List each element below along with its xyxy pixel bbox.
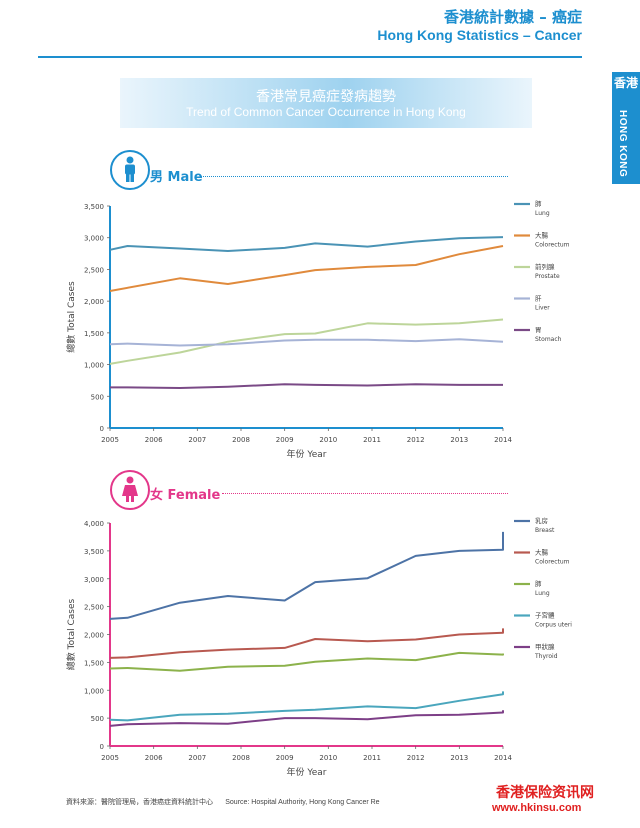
female-x-tick-label: 2009 (276, 754, 294, 762)
header-title-zh: 香港統計數據 – 癌症 (444, 8, 582, 26)
female-x-tick-label: 2010 (319, 754, 337, 762)
male-y-tick-label: 1,000 (84, 362, 104, 370)
female-label-en: Female (167, 488, 221, 503)
source-note: 資料來源：醫院管理局，香港癌症資料統計中心 Source: Hospital A… (66, 797, 380, 807)
female-legend-label-zh: 子宮體 (535, 611, 555, 620)
female-y-tick-label: 1,000 (84, 687, 104, 695)
female-legend-label-zh: 乳房 (535, 516, 548, 525)
female-x-axis-label: 年份 Year (287, 766, 327, 778)
female-x-tick-label: 2014 (494, 754, 512, 762)
male-label-en: Male (167, 170, 203, 185)
female-y-tick-label: 500 (91, 715, 104, 723)
female-y-tick-label: 1,500 (84, 659, 104, 667)
female-legend-label-en: Lung (535, 590, 550, 597)
male-series-colorectum-line (109, 245, 504, 292)
side-tab-zh: 香港 (613, 76, 638, 90)
female-x-tick-label: 2007 (188, 754, 206, 762)
female-legend-label-en: Corpus uteri (535, 622, 572, 629)
male-series-stomach-line (110, 383, 503, 389)
male-y-tick-label: 3,000 (84, 235, 104, 243)
female-y-tick-label: 3,000 (84, 576, 104, 584)
female-x-tick-label: 2013 (450, 754, 468, 762)
female-x-tick-label: 2005 (101, 754, 119, 762)
female-legend-label-zh: 肺 (535, 580, 542, 588)
female-series-thyroid-line (109, 710, 504, 727)
male-x-tick-label: 2013 (450, 436, 468, 444)
male-x-tick-label: 2005 (101, 436, 119, 444)
female-x-tick-label: 2011 (363, 754, 381, 762)
male-series-lung-line (109, 236, 504, 252)
male-y-tick-label: 2,500 (84, 266, 104, 274)
male-x-axis-label: 年份 Year (287, 448, 327, 460)
male-y-axis-label: 總數 Total Cases (65, 281, 77, 353)
male-legend-label-en: Colorectum (535, 242, 570, 249)
female-y-tick-label: 4,000 (84, 520, 104, 528)
male-x-tick-label: 2012 (407, 436, 425, 444)
female-y-tick-label: 3,500 (84, 548, 104, 556)
female-label: 女 Female (150, 484, 220, 503)
male-x-tick-label: 2014 (494, 436, 512, 444)
female-y-tick-label: 2,000 (84, 632, 104, 640)
header-title-en: Hong Kong Statistics – Cancer (377, 27, 582, 43)
male-series-liver-line (109, 338, 504, 347)
female-label-zh: 女 (150, 488, 164, 503)
header-divider (38, 56, 582, 58)
female-icon (110, 470, 150, 510)
banner-title-en: Trend of Common Cancer Occurrence in Hon… (186, 105, 466, 119)
watermark-en: www.hkinsu.com (492, 802, 582, 814)
female-legend-label-en: Colorectum (535, 559, 570, 566)
male-legend-label-zh: 大腸 (535, 231, 549, 240)
male-legend-label-en: Stomach (535, 336, 562, 343)
female-legend-label-zh: 大腸 (535, 548, 549, 557)
male-y-tick-label: 3,500 (84, 203, 104, 211)
male-x-tick-label: 2008 (232, 436, 250, 444)
male-legend-label-zh: 肝 (535, 295, 542, 303)
female-series-breast-line (109, 531, 504, 620)
male-icon (110, 150, 150, 190)
female-x-tick-label: 2006 (145, 754, 163, 762)
male-legend-label-en: Lung (535, 210, 550, 217)
female-series-corpus-uteri-line (109, 691, 504, 722)
male-y-tick-label: 0 (100, 425, 104, 433)
female-y-tick-label: 2,500 (84, 604, 104, 612)
male-x-tick-label: 2007 (188, 436, 206, 444)
male-x-tick-label: 2011 (363, 436, 381, 444)
source-en: Source: Hospital Authority, Hong Kong Ca… (225, 799, 380, 806)
male-x-tick-label: 2009 (276, 436, 294, 444)
banner-title-zh: 香港常見癌症發病趨勢 (256, 89, 396, 105)
male-legend-label-zh: 胃 (535, 326, 542, 334)
male-legend-label-zh: 前列腺 (535, 262, 555, 271)
male-x-tick-label: 2006 (145, 436, 163, 444)
male-y-tick-label: 500 (91, 393, 104, 401)
male-legend-label-en: Prostate (535, 273, 560, 280)
male-x-tick-label: 2010 (319, 436, 337, 444)
male-legend-label-zh: 肺 (535, 200, 542, 208)
male-series-prostate-line (109, 318, 504, 365)
female-series-colorectum-line (109, 628, 504, 659)
female-legend-label-en: Thyroid (534, 653, 558, 660)
female-x-tick-label: 2012 (407, 754, 425, 762)
male-label-zh: 男 (150, 170, 164, 185)
side-tab: 香港 HONG KONG (612, 72, 640, 184)
male-legend-label-en: Liver (535, 305, 550, 312)
male-label: 男 Male (150, 166, 203, 185)
side-tab-en: HONG KONG (617, 110, 628, 178)
female-series-lung-line (109, 651, 504, 672)
source-zh: 資料來源：醫院管理局，香港癌症資料統計中心 (66, 798, 213, 806)
watermark-zh: 香港保险资讯网 (496, 785, 594, 801)
female-y-axis-label: 總數 Total Cases (65, 598, 77, 670)
chart-banner: 香港常見癌症發病趨勢 Trend of Common Cancer Occurr… (120, 78, 532, 128)
female-divider (222, 493, 508, 494)
female-legend-label-en: Breast (535, 527, 555, 534)
male-y-tick-label: 2,000 (84, 298, 104, 306)
female-x-tick-label: 2008 (232, 754, 250, 762)
female-legend-label-zh: 甲狀腺 (535, 642, 555, 651)
male-divider (200, 176, 508, 177)
female-y-tick-label: 0 (100, 743, 104, 751)
male-y-tick-label: 1,500 (84, 330, 104, 338)
